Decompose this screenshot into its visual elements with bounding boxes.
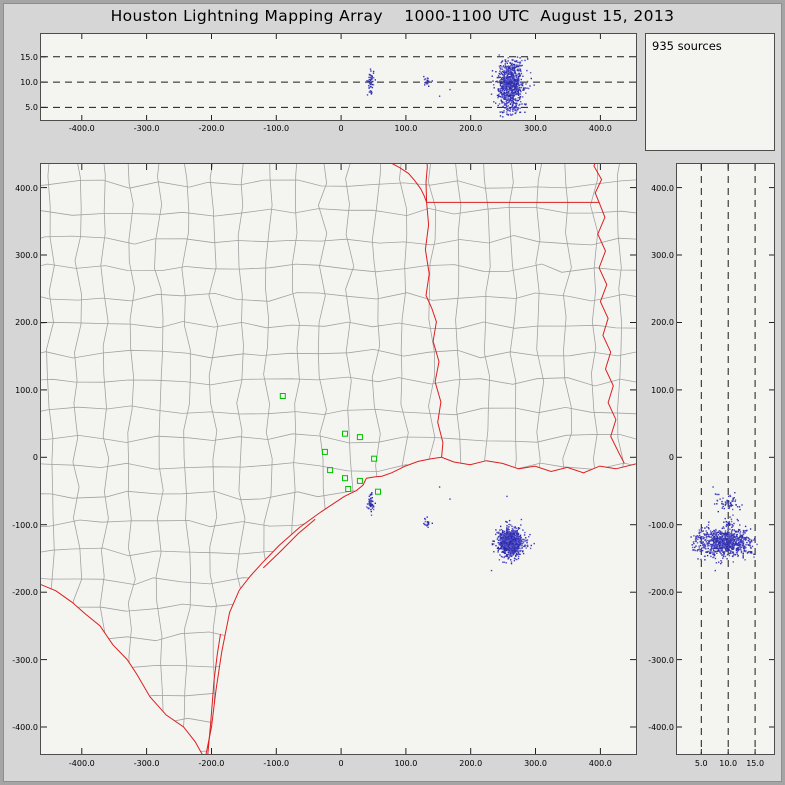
ew-distance-tick-label: 100.0 bbox=[394, 124, 418, 133]
lma-station-marker bbox=[342, 475, 348, 482]
padre-island-barrier bbox=[207, 633, 221, 754]
mississippi-river-border bbox=[593, 164, 625, 464]
ew-distance-tick-label: -400.0 bbox=[68, 124, 95, 133]
ew-distance-tick-label: -300.0 bbox=[133, 124, 160, 133]
axis-ticks bbox=[41, 164, 636, 754]
ew-distance-tick-label: -200.0 bbox=[198, 124, 225, 133]
lma-stations-layer bbox=[279, 393, 381, 495]
ns-distance-tick-label: 200.0 bbox=[651, 318, 674, 328]
lightning-sources-ns bbox=[690, 486, 758, 572]
page-title: Houston Lightning Mapping Array 1000-110… bbox=[110, 7, 675, 25]
map-x-tick-label: 200.0 bbox=[459, 759, 483, 768]
state-borders bbox=[41, 164, 636, 754]
lightning-sources-ew bbox=[366, 54, 535, 118]
lma-station-marker bbox=[375, 488, 381, 495]
ok-ar-border bbox=[425, 164, 428, 203]
altitude-tick-label: 10.0 bbox=[20, 78, 38, 88]
ns-distance-tick-label: -100.0 bbox=[648, 520, 674, 530]
map-x-tick-label: 0 bbox=[338, 759, 344, 768]
plan-view-map-plot[interactable] bbox=[41, 164, 636, 754]
altitude-vs-north-plot[interactable] bbox=[677, 164, 774, 754]
ns-distance-tick-label: 0 bbox=[668, 453, 674, 463]
ew-distance-tick-label: -100.0 bbox=[263, 124, 290, 133]
altitude-axis-tick-label: 15.0 bbox=[746, 759, 765, 768]
altitude-tick-label: 5.0 bbox=[25, 103, 38, 113]
map-y-tick-label: 300.0 bbox=[15, 251, 38, 261]
county-boundaries bbox=[41, 164, 636, 754]
map-x-tick-label: 300.0 bbox=[524, 759, 547, 768]
map-y-tick-label: 400.0 bbox=[15, 183, 38, 193]
map-y-tick-label: -400.0 bbox=[12, 723, 38, 733]
ns-distance-tick-label: -400.0 bbox=[648, 723, 674, 733]
altitude-vs-east-panel bbox=[40, 33, 637, 121]
map-x-tick-label: 400.0 bbox=[588, 759, 612, 768]
ew-distance-tick-label: 400.0 bbox=[588, 124, 612, 133]
altitude-gridlines bbox=[700, 164, 756, 754]
ns-distance-tick-label: 400.0 bbox=[651, 183, 674, 193]
altitude-gridlines bbox=[41, 56, 636, 108]
map-y-tick-label: -200.0 bbox=[12, 588, 38, 598]
lma-station-marker bbox=[371, 455, 378, 462]
altitude-axis-tick-label: 10.0 bbox=[719, 759, 738, 768]
lma-station-marker bbox=[327, 467, 334, 474]
map-x-tick-label: 100.0 bbox=[394, 759, 418, 768]
ns-distance-tick-label: 100.0 bbox=[651, 385, 674, 395]
map-x-tick-label: -200.0 bbox=[198, 759, 225, 768]
tx-la-border bbox=[424, 202, 444, 458]
matagorda-barrier bbox=[262, 518, 316, 569]
altitude-vs-north-panel bbox=[676, 163, 775, 755]
ew-distance-tick-label: 300.0 bbox=[524, 124, 547, 133]
lma-station-marker bbox=[321, 448, 328, 455]
lma-station-marker bbox=[356, 434, 363, 441]
ew-distance-tick-label: 200.0 bbox=[459, 124, 483, 133]
axis-ticks bbox=[677, 164, 774, 754]
altitude-tick-label: 15.0 bbox=[20, 52, 38, 62]
lma-station-marker bbox=[279, 393, 286, 399]
ew-distance-tick-label: 0 bbox=[338, 124, 344, 133]
map-y-tick-label: 100.0 bbox=[15, 385, 38, 395]
map-x-tick-label: -300.0 bbox=[133, 759, 160, 768]
altitude-vs-east-plot[interactable] bbox=[41, 34, 636, 120]
gulf-coastline bbox=[205, 456, 636, 754]
altitude-axis-tick-label: 5.0 bbox=[694, 759, 708, 768]
lma-station-marker bbox=[345, 486, 352, 492]
lma-station-marker bbox=[356, 477, 363, 484]
lightning-sources-plan bbox=[366, 486, 535, 572]
map-x-tick-label: -400.0 bbox=[68, 759, 95, 768]
source-count-panel: 935 sources bbox=[645, 33, 775, 151]
source-count-label: 935 sources bbox=[652, 39, 722, 53]
axis-ticks bbox=[41, 34, 601, 120]
ns-distance-tick-label: 300.0 bbox=[651, 251, 674, 261]
ns-distance-tick-label: -200.0 bbox=[648, 588, 674, 598]
map-x-tick-label: -100.0 bbox=[263, 759, 290, 768]
map-y-tick-label: -300.0 bbox=[12, 655, 38, 665]
red-river-tx-ok-border bbox=[391, 164, 428, 203]
map-y-tick-label: 200.0 bbox=[15, 318, 38, 328]
rio-grande-border bbox=[41, 584, 203, 754]
lma-station-marker bbox=[342, 430, 348, 437]
plan-view-map-panel bbox=[40, 163, 637, 755]
map-y-tick-label: 0 bbox=[32, 453, 38, 463]
ns-distance-tick-label: -300.0 bbox=[648, 655, 674, 665]
map-y-tick-label: -100.0 bbox=[12, 520, 38, 530]
